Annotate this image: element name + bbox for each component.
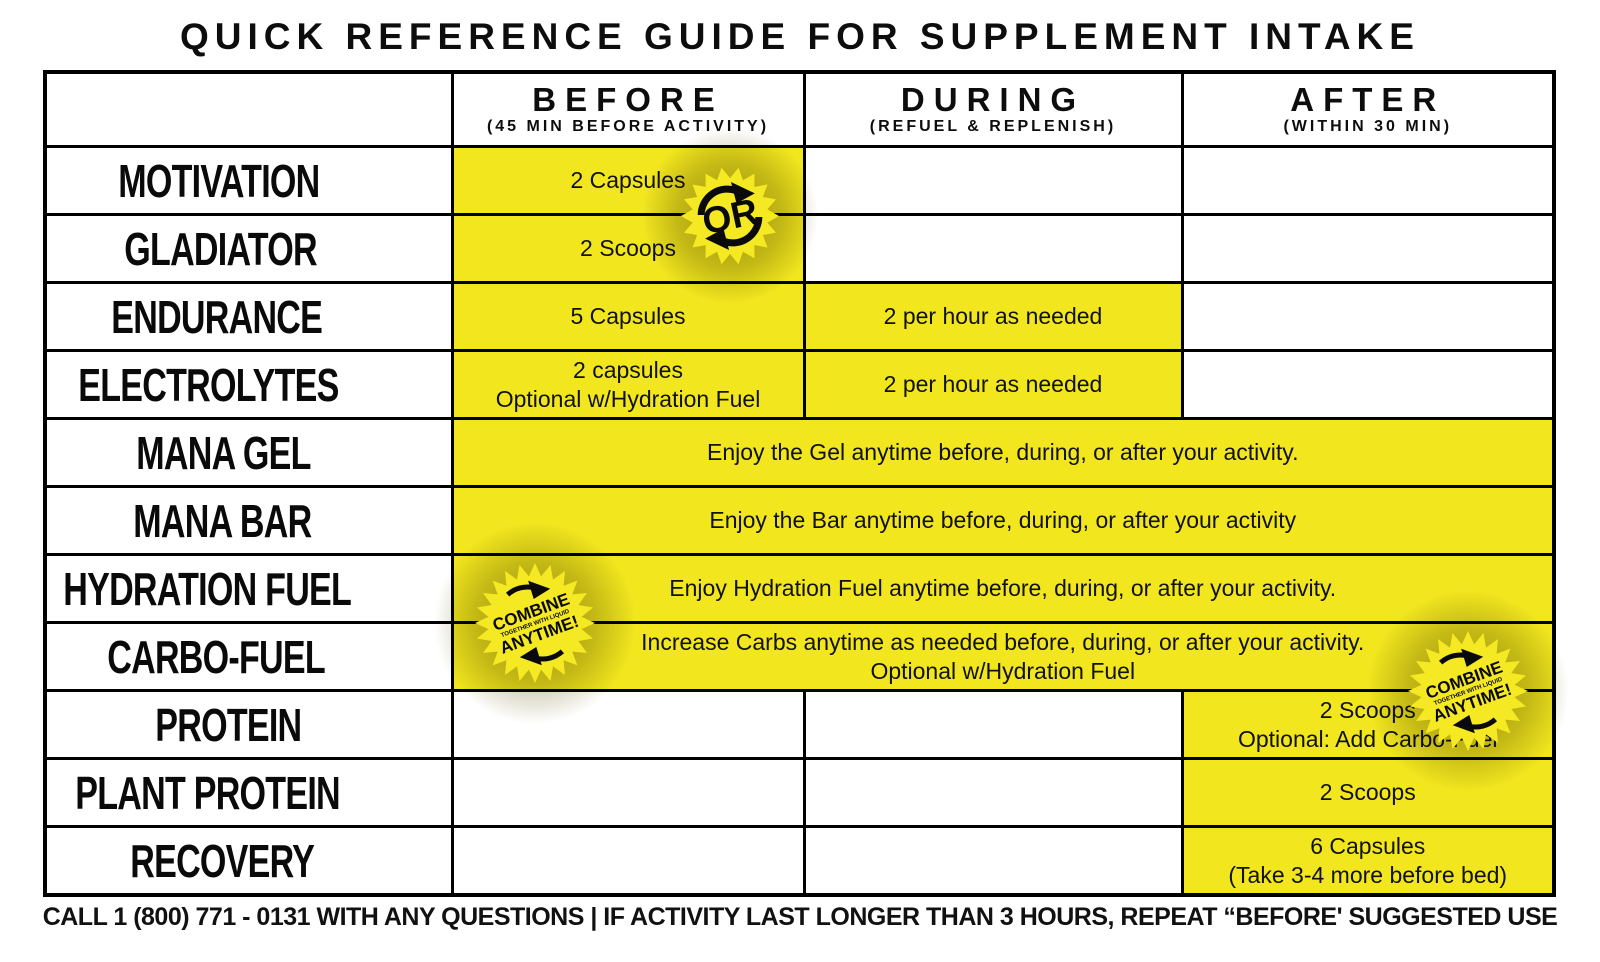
header-before: BEFORE (45 MIN BEFORE ACTIVITY) xyxy=(450,70,806,148)
supplement-table: BEFORE (45 MIN BEFORE ACTIVITY) DURING (… xyxy=(43,70,1556,897)
row-recovery-label-cell: RECOVERY xyxy=(43,825,454,897)
cell-protein-during xyxy=(802,689,1184,760)
header-after-sub: (WITHIN 30 MIN) xyxy=(1283,118,1453,136)
row-recovery: RECOVERY 6 Capsules (Take 3-4 more befor… xyxy=(43,825,1556,897)
or-badge-starburst: OR xyxy=(681,167,779,265)
cell-recovery-after: 6 Capsules (Take 3-4 more before bed) xyxy=(1180,825,1556,897)
cell-electrolytes-during: 2 per hour as needed xyxy=(802,349,1184,420)
cell-gladiator-before: 2 Scoops xyxy=(450,213,806,284)
cell-recovery-during xyxy=(802,825,1184,897)
cell-hydration-fuel-all: Enjoy Hydration Fuel anytime before, dur… xyxy=(450,553,1556,624)
row-label: GLADIATOR xyxy=(123,222,317,275)
or-badge: OR xyxy=(680,166,780,266)
row-label: MANA BAR xyxy=(133,494,313,547)
row-mana-bar-label-cell: MANA BAR xyxy=(43,485,454,556)
supplement-table-wrap: BEFORE (45 MIN BEFORE ACTIVITY) DURING (… xyxy=(43,70,1570,897)
header-after: AFTER (WITHIN 30 MIN) xyxy=(1180,70,1556,148)
cell-gladiator-after xyxy=(1180,213,1556,284)
row-label: HYDRATION FUEL xyxy=(63,562,352,615)
header-during-label: DURING xyxy=(900,80,1086,118)
header-after-label: AFTER xyxy=(1290,80,1446,118)
cell-protein-before xyxy=(450,689,806,760)
row-protein: PROTEIN 2 Scoops Optional: Add Carbo-Fue… xyxy=(43,689,1556,760)
header-row: BEFORE (45 MIN BEFORE ACTIVITY) DURING (… xyxy=(43,70,1556,148)
header-before-sub: (45 MIN BEFORE ACTIVITY) xyxy=(486,118,770,136)
cell-motivation-after xyxy=(1180,145,1556,216)
cell-plant-protein-during xyxy=(802,757,1184,828)
row-label: ENDURANCE xyxy=(111,290,324,343)
header-product-cell xyxy=(43,70,454,148)
cell-endurance-during: 2 per hour as needed xyxy=(802,281,1184,352)
row-hydration-fuel-label-cell: HYDRATION FUEL xyxy=(43,553,454,624)
cell-motivation-during xyxy=(802,145,1184,216)
row-electrolytes-label-cell: ELECTROLYTES xyxy=(43,349,454,420)
row-carbo-fuel-label-cell: CARBO-FUEL xyxy=(43,621,454,692)
cell-recovery-before xyxy=(450,825,806,897)
row-label: MOTIVATION xyxy=(118,154,320,207)
row-electrolytes: ELECTROLYTES 2 capsules Optional w/Hydra… xyxy=(43,349,1556,420)
cell-mana-gel-all: Enjoy the Gel anytime before, during, or… xyxy=(450,417,1556,488)
cell-plant-protein-before xyxy=(450,757,806,828)
cell-endurance-before: 5 Capsules xyxy=(450,281,806,352)
cell-endurance-after xyxy=(1180,281,1556,352)
row-label: PROTEIN xyxy=(155,698,302,751)
header-during: DURING (REFUEL & REPLENISH) xyxy=(802,70,1184,148)
cell-electrolytes-before: 2 capsules Optional w/Hydration Fuel xyxy=(450,349,806,420)
cell-plant-protein-after: 2 Scoops xyxy=(1180,757,1556,828)
row-endurance-label-cell: ENDURANCE xyxy=(43,281,454,352)
row-mana-bar: MANA BAR Enjoy the Bar anytime before, d… xyxy=(43,485,1556,556)
cell-mana-bar-all: Enjoy the Bar anytime before, during, or… xyxy=(450,485,1556,556)
page-title: QUICK REFERENCE GUIDE FOR SUPPLEMENT INT… xyxy=(180,16,1420,57)
row-mana-gel-label-cell: MANA GEL xyxy=(43,417,454,488)
row-motivation: MOTIVATION 2 Capsules xyxy=(43,145,1556,216)
row-plant-protein-label-cell: PLANT PROTEIN xyxy=(43,757,454,828)
cell-carbo-fuel-all: Increase Carbs anytime as needed before,… xyxy=(450,621,1556,692)
row-gladiator: GLADIATOR 2 Scoops xyxy=(43,213,1556,284)
cell-gladiator-during xyxy=(802,213,1184,284)
header-before-label: BEFORE xyxy=(532,80,724,118)
row-plant-protein: PLANT PROTEIN 2 Scoops xyxy=(43,757,1556,828)
row-gladiator-label-cell: GLADIATOR xyxy=(43,213,454,284)
header-during-sub: (REFUEL & REPLENISH) xyxy=(869,118,1117,136)
row-protein-label-cell: PROTEIN xyxy=(43,689,454,760)
combine-badge-right: COMBINE TOGETHER WITH LIQUID ANYTIME! xyxy=(1406,629,1530,753)
combine-badge-starburst: COMBINE TOGETHER WITH LIQUID ANYTIME! xyxy=(1408,631,1528,751)
row-label: PLANT PROTEIN xyxy=(75,766,340,819)
row-mana-gel: MANA GEL Enjoy the Gel anytime before, d… xyxy=(43,417,1556,488)
row-label: ELECTROLYTES xyxy=(78,358,339,411)
footer-note: CALL 1 (800) 771 - 0131 WITH ANY QUESTIO… xyxy=(42,903,1558,931)
cell-electrolytes-after xyxy=(1180,349,1556,420)
row-label: CARBO-FUEL xyxy=(106,630,325,683)
combine-badge-starburst: COMBINE TOGETHER WITH LIQUID ANYTIME! xyxy=(475,563,595,683)
row-hydration-fuel: HYDRATION FUEL Enjoy Hydration Fuel anyt… xyxy=(43,553,1556,624)
row-label: MANA GEL xyxy=(136,426,311,479)
row-motivation-label-cell: MOTIVATION xyxy=(43,145,454,216)
row-label: RECOVERY xyxy=(129,834,315,887)
row-endurance: ENDURANCE 5 Capsules 2 per hour as neede… xyxy=(43,281,1556,352)
combine-badge-left: COMBINE TOGETHER WITH LIQUID ANYTIME! xyxy=(473,561,597,685)
row-carbo-fuel: CARBO-FUEL Increase Carbs anytime as nee… xyxy=(43,621,1556,692)
